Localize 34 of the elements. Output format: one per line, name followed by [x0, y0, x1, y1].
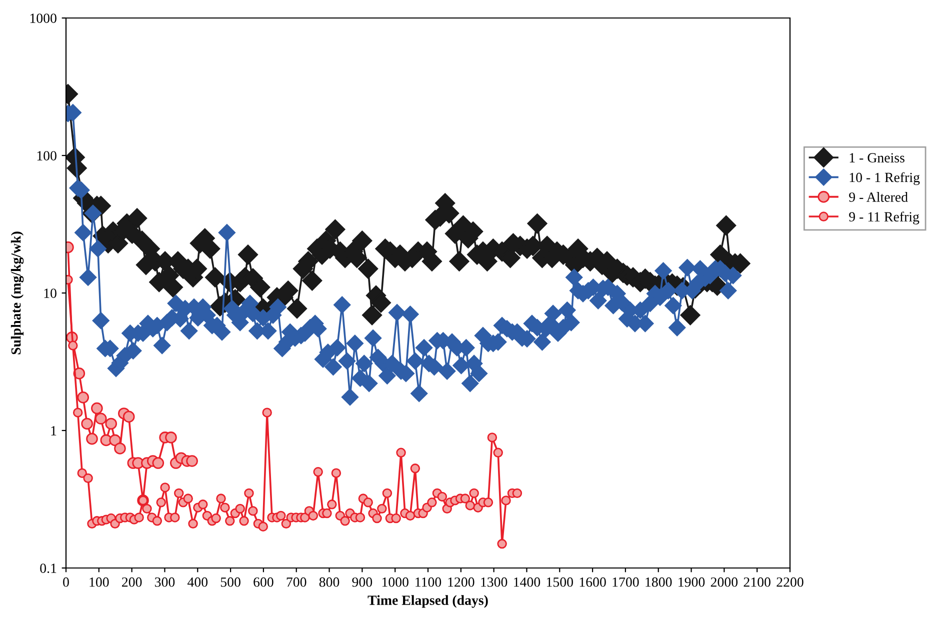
- x-tick-label: 800: [319, 577, 340, 587]
- x-tick-label: 700: [286, 577, 306, 587]
- y-tick-label: 0.1: [40, 564, 56, 574]
- legend-label: 10 - 1 Refrig: [850, 172, 920, 186]
- x-tick-label: 1600: [580, 577, 606, 587]
- x-tick-label: 2100: [744, 577, 770, 587]
- legend-label: 1 - Gneiss: [850, 153, 904, 162]
- legend-label: 9 - Altered: [849, 192, 908, 202]
- y-tick-label: 1000: [30, 14, 56, 23]
- x-tick-label: 2200: [776, 577, 804, 587]
- x-tick-label: 1900: [678, 577, 705, 587]
- x-tick-label: 300: [154, 577, 175, 587]
- x-tick-label: 900: [352, 577, 372, 587]
- x-axis-title: Time Elapsed (days): [368, 595, 488, 608]
- x-tick-label: 500: [220, 577, 240, 587]
- x-tick-label: 200: [122, 577, 142, 587]
- legend-label: 9 - 11 Refrig: [849, 212, 920, 224]
- y-tick-label: 1: [51, 426, 56, 436]
- x-tick-label: 1700: [612, 577, 639, 587]
- y-axis-title: Sulphate (mg/kg/wk): [10, 232, 24, 354]
- x-tick-label: 1800: [646, 577, 672, 587]
- x-tick-label: 600: [254, 577, 274, 587]
- y-tick-label: 10: [44, 288, 56, 298]
- x-tick-label: 1200: [448, 577, 474, 587]
- x-tick-label: 1400: [514, 577, 540, 587]
- x-tick-label: 100: [90, 577, 109, 587]
- x-tick-label: 400: [187, 577, 208, 587]
- x-tick-label: 1500: [546, 577, 573, 587]
- x-tick-label: 1100: [416, 577, 442, 587]
- x-tick-label: 0: [63, 577, 69, 587]
- y-tick-label: 100: [37, 151, 56, 160]
- x-tick-label: 1300: [481, 577, 508, 587]
- x-tick-label: 1000: [382, 577, 408, 587]
- x-tick-label: 2000: [710, 577, 738, 587]
